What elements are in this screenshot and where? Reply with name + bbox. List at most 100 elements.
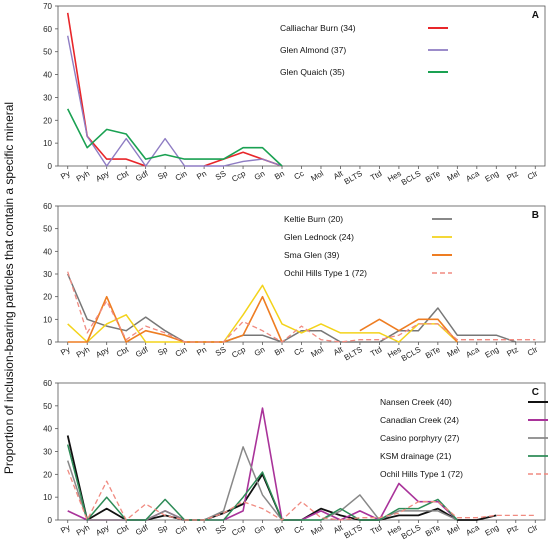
x-tick-label: Aca <box>464 523 481 538</box>
x-tick-label: Eng <box>483 345 500 360</box>
legend-label: Casino porphyry (27) <box>380 433 460 443</box>
y-tick-label: 60 <box>43 379 52 388</box>
x-tick-label: BiTe <box>424 345 442 361</box>
y-tick-label: 10 <box>43 493 52 502</box>
x-tick-label: Mol <box>309 169 325 183</box>
x-tick-label: Ptz <box>505 523 520 537</box>
y-tick-label: 0 <box>48 162 53 171</box>
y-tick-label: 20 <box>43 470 52 479</box>
y-tick-label: 60 <box>43 202 52 211</box>
y-tick-label: 30 <box>43 270 52 279</box>
x-tick-label: Ttd <box>369 345 384 359</box>
y-tick-label: 50 <box>43 402 52 411</box>
series-line <box>67 284 458 343</box>
series-line <box>66 12 283 167</box>
x-tick-label: BCLS <box>400 523 423 541</box>
x-tick-label: BCLS <box>400 169 423 187</box>
y-tick-label: 10 <box>43 315 52 324</box>
x-tick-label: Ccp <box>230 523 247 538</box>
x-tick-label: Pn <box>195 169 208 182</box>
x-tick-label: Cc <box>293 523 306 536</box>
x-tick-label: Py <box>59 523 72 535</box>
x-tick-label: BiTe <box>424 169 442 185</box>
y-axis-title: Proportion of inclusion-bearing particle… <box>2 102 16 474</box>
series-line <box>67 295 458 343</box>
y-tick-label: 20 <box>43 116 52 125</box>
x-tick-label: Gdf <box>134 345 150 360</box>
legend-label: Glen Almond (37) <box>280 45 346 55</box>
y-tick-label: 10 <box>43 139 52 148</box>
panel-letter: B <box>532 210 539 221</box>
y-tick-label: 40 <box>43 425 52 434</box>
series-line <box>66 444 458 521</box>
x-tick-label: Ttd <box>369 169 384 183</box>
x-tick-label: Clr <box>526 345 540 358</box>
chart-panel-c: 0 10 20 30 40 50 60 Py Pyh Apy Cbt Gdf Sp Cin Pn SS Ccp G… <box>43 379 548 541</box>
x-tick-label: Cin <box>174 169 189 183</box>
x-tick-label: Mel <box>446 169 462 183</box>
legend-label: Sma Glen (39) <box>284 250 339 260</box>
x-tick-label: Sp <box>156 523 169 536</box>
x-tick-label: Mol <box>309 523 325 537</box>
x-tick-label: Pyh <box>75 345 91 360</box>
x-tick-label: Aca <box>464 169 481 184</box>
y-tick-label: 40 <box>43 71 52 80</box>
x-tick-label: Clr <box>526 523 540 536</box>
series-line <box>67 273 517 343</box>
x-tick-label: Aca <box>464 345 481 360</box>
x-tick-label: Pn <box>195 523 208 536</box>
legend-label: Canadian Creek (24) <box>380 415 459 425</box>
x-tick-label: Ptz <box>505 345 520 359</box>
legend-label: Nansen Creek (40) <box>380 397 452 407</box>
legend-label: KSM drainage (21) <box>380 451 452 461</box>
y-tick-label: 30 <box>43 448 52 457</box>
panel-letter: C <box>532 387 539 398</box>
x-tick-label: Cin <box>174 345 189 359</box>
x-tick-label: Apy <box>94 523 110 538</box>
x-tick-label: Pyh <box>75 523 91 538</box>
x-tick-label: Ttd <box>369 523 384 537</box>
x-tick-label: Gn <box>253 523 267 536</box>
x-tick-label: Cbt <box>115 523 131 537</box>
series-line <box>67 469 536 521</box>
x-tick-label: BLTS <box>343 169 364 187</box>
legend-label: Ochil Hills Type 1 (72) <box>380 469 463 479</box>
series-line <box>67 271 536 343</box>
chart-panel-b: 0 10 20 30 40 50 60 Py Pyh Apy Cbt Gdf Sp Cin Pn SS Ccp G… <box>43 202 546 363</box>
x-tick-label: Mel <box>446 523 462 537</box>
x-tick-label: Pn <box>195 345 208 358</box>
x-tick-label: Py <box>59 345 72 357</box>
x-tick-label: Sp <box>156 169 169 182</box>
x-tick-label: BCLS <box>400 345 423 363</box>
x-tick-label: Apy <box>94 169 110 184</box>
x-tick-label: Gdf <box>134 169 150 184</box>
x-tick-label: Bn <box>273 523 286 536</box>
y-tick-label: 50 <box>43 48 52 57</box>
x-tick-label: Apy <box>94 345 110 360</box>
x-tick-label: Ccp <box>230 169 247 184</box>
x-tick-label: Eng <box>483 523 500 538</box>
x-tick-label: Gn <box>253 169 267 182</box>
y-tick-label: 50 <box>43 225 52 234</box>
x-tick-label: SS <box>214 523 228 536</box>
x-tick-label: Sp <box>156 345 169 358</box>
x-tick-label: Mel <box>446 345 462 359</box>
x-tick-label: BLTS <box>343 523 364 541</box>
x-tick-label: Cc <box>293 345 306 358</box>
y-tick-label: 0 <box>48 338 53 347</box>
legend-label: Ochil Hills Type 1 (72) <box>284 268 367 278</box>
x-tick-label: Cc <box>293 169 306 182</box>
legend-label: Glen Lednock (24) <box>284 232 354 242</box>
x-tick-label: Py <box>59 169 72 181</box>
x-tick-label: Cbt <box>115 169 131 183</box>
y-tick-label: 30 <box>43 93 52 102</box>
legend-label: Keltie Burn (20) <box>284 214 343 224</box>
y-tick-label: 40 <box>43 247 52 256</box>
y-tick-label: 70 <box>43 2 52 11</box>
x-tick-label: Ccp <box>230 345 247 360</box>
x-tick-label: Bn <box>273 169 286 182</box>
legend-label: Glen Quaich (35) <box>280 67 345 77</box>
